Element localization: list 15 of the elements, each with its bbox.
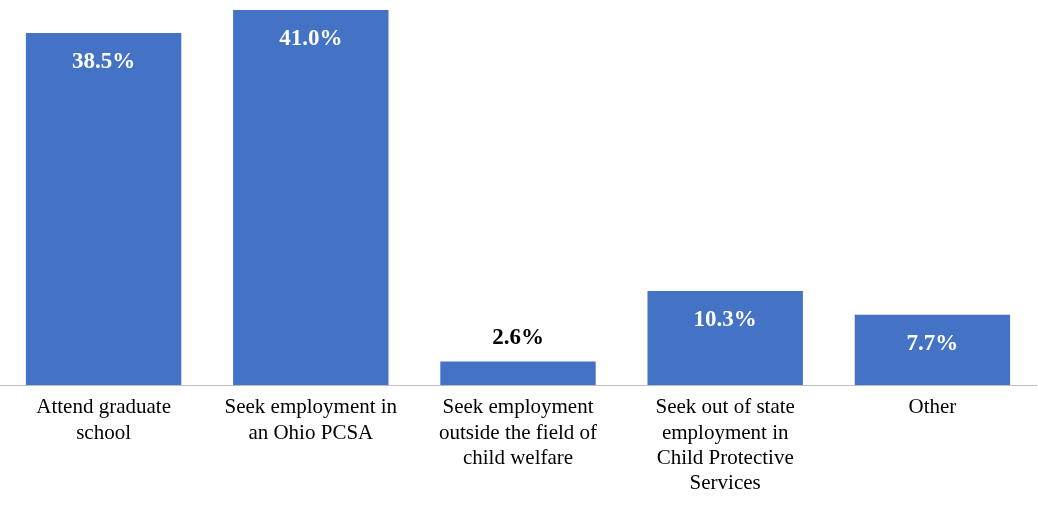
x-tick-label: Seek employment outside the field of child welfare: [438, 394, 598, 469]
bar: [440, 361, 596, 386]
data-label: 41.0%: [279, 25, 343, 51]
data-label: 7.7%: [906, 330, 959, 356]
x-tick-label: Other: [908, 394, 957, 419]
x-tick-label: Seek out of state employment in Child Protective Services: [655, 394, 795, 494]
data-label: 38.5%: [71, 48, 136, 74]
bar: [647, 290, 803, 386]
bar: [854, 314, 1011, 386]
bar: [25, 32, 182, 386]
bar: [233, 10, 389, 386]
data-label: 10.3%: [693, 306, 757, 332]
x-tick-label: Attend graduate school: [36, 394, 171, 444]
data-label: 2.6%: [492, 323, 544, 349]
x-tick-label: Seek employment in an Ohio PCSA: [224, 394, 398, 444]
